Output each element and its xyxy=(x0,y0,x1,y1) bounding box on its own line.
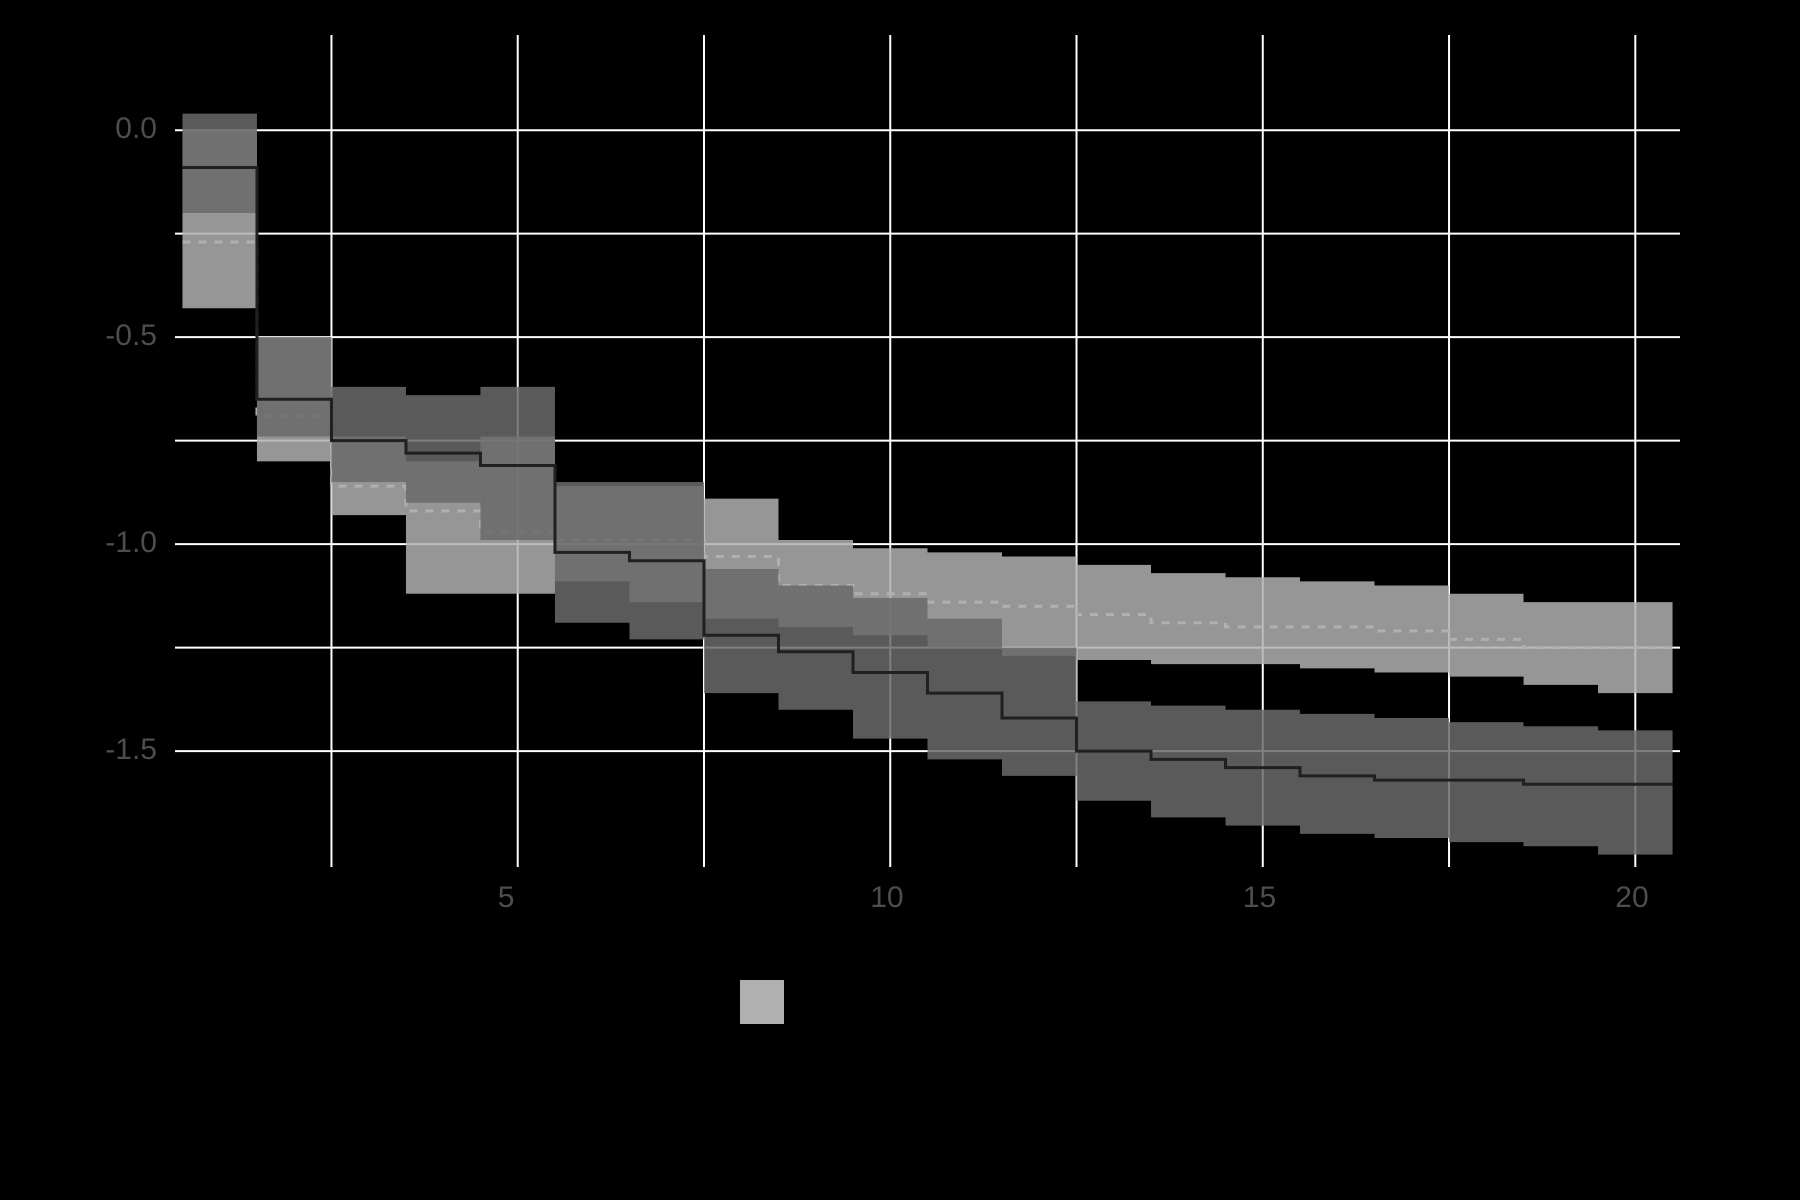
y-tick-label: -0.5 xyxy=(105,319,157,353)
x-tick-label: 5 xyxy=(498,881,515,915)
chart-container: 0.0 -0.5 -1.0 -1.5 5 10 15 20 xyxy=(0,0,1800,1200)
x-tick-label: 20 xyxy=(1615,881,1648,915)
y-tick-label: -1.5 xyxy=(105,733,157,767)
legend xyxy=(740,980,800,1024)
chart-svg xyxy=(0,0,1800,1200)
x-tick-label: 15 xyxy=(1243,881,1276,915)
y-tick-label: 0.0 xyxy=(115,112,157,146)
y-tick-label: -1.0 xyxy=(105,526,157,560)
legend-swatch xyxy=(740,980,784,1024)
x-tick-label: 10 xyxy=(870,881,903,915)
